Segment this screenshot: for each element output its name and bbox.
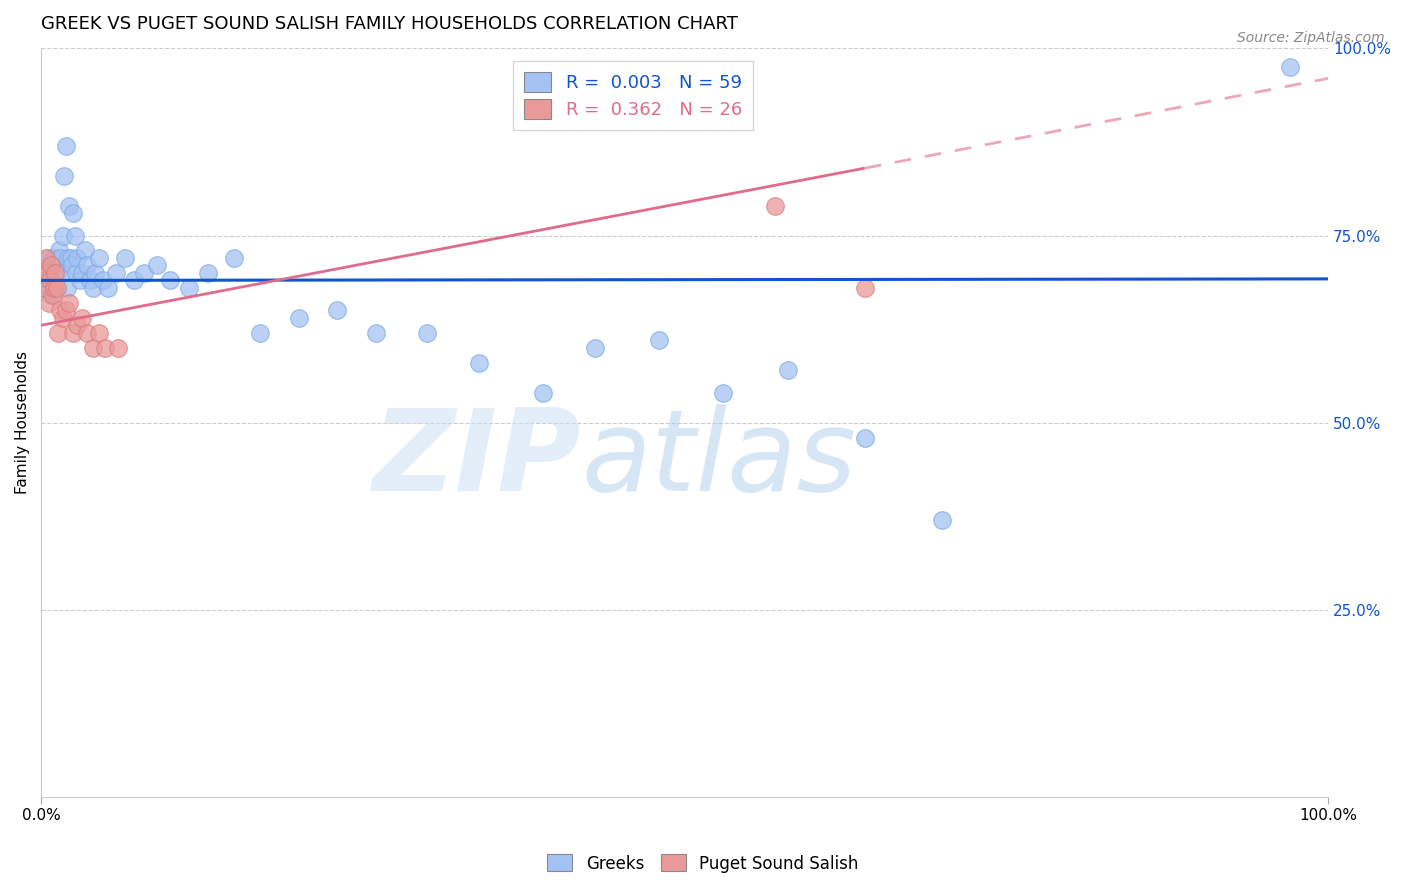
Point <box>364 326 387 340</box>
Point <box>66 251 89 265</box>
Point <box>41 273 63 287</box>
Y-axis label: Family Households: Family Households <box>15 351 30 494</box>
Point <box>37 251 59 265</box>
Point <box>76 259 98 273</box>
Point <box>65 266 87 280</box>
Point <box>56 251 79 265</box>
Point <box>45 266 67 280</box>
Point <box>72 266 94 280</box>
Point <box>79 273 101 287</box>
Point <box>39 273 62 287</box>
Point <box>55 303 77 318</box>
Point <box>37 266 59 280</box>
Point <box>38 281 60 295</box>
Point <box>82 281 104 295</box>
Point <box>197 266 219 280</box>
Point <box>179 281 201 295</box>
Point <box>34 281 56 295</box>
Legend: R =  0.003   N = 59, R =  0.362   N = 26: R = 0.003 N = 59, R = 0.362 N = 26 <box>513 62 754 130</box>
Point <box>49 303 72 318</box>
Point <box>41 288 63 302</box>
Point <box>48 244 70 258</box>
Point <box>72 310 94 325</box>
Text: GREEK VS PUGET SOUND SALISH FAMILY HOUSEHOLDS CORRELATION CHART: GREEK VS PUGET SOUND SALISH FAMILY HOUSE… <box>41 15 738 33</box>
Point <box>711 385 734 400</box>
Point <box>53 169 76 183</box>
Text: atlas: atlas <box>582 404 856 516</box>
Point <box>60 259 83 273</box>
Point <box>41 259 63 273</box>
Point <box>55 138 77 153</box>
Point <box>931 513 953 527</box>
Point <box>45 281 67 295</box>
Point <box>41 288 63 302</box>
Point <box>776 363 799 377</box>
Point <box>46 326 69 340</box>
Text: ZIP: ZIP <box>373 404 582 516</box>
Point <box>42 251 65 265</box>
Point <box>62 326 84 340</box>
Point <box>59 251 82 265</box>
Point <box>46 259 69 273</box>
Point <box>853 281 876 295</box>
Point <box>58 296 80 310</box>
Point <box>91 273 114 287</box>
Point <box>107 341 129 355</box>
Point <box>56 281 79 295</box>
Point <box>531 385 554 400</box>
Legend: Greeks, Puget Sound Salish: Greeks, Puget Sound Salish <box>541 847 865 880</box>
Point <box>249 326 271 340</box>
Point <box>73 244 96 258</box>
Text: Source: ZipAtlas.com: Source: ZipAtlas.com <box>1237 31 1385 45</box>
Point <box>84 266 107 280</box>
Point <box>42 281 65 295</box>
Point <box>52 228 75 243</box>
Point <box>76 326 98 340</box>
Point <box>82 341 104 355</box>
Point <box>648 333 671 347</box>
Point <box>467 356 489 370</box>
Point <box>49 251 72 265</box>
Point <box>853 430 876 444</box>
Point <box>583 341 606 355</box>
Point <box>326 303 349 318</box>
Point <box>416 326 439 340</box>
Point <box>39 259 62 273</box>
Point <box>34 266 56 280</box>
Point <box>52 310 75 325</box>
Point <box>94 341 117 355</box>
Point <box>44 281 66 295</box>
Point <box>87 251 110 265</box>
Point <box>122 273 145 287</box>
Point <box>104 266 127 280</box>
Point <box>38 296 60 310</box>
Point <box>51 266 73 280</box>
Point <box>132 266 155 280</box>
Point <box>44 266 66 280</box>
Point <box>66 318 89 333</box>
Point <box>87 326 110 340</box>
Point <box>224 251 246 265</box>
Point <box>159 273 181 287</box>
Point <box>287 310 309 325</box>
Point <box>58 198 80 212</box>
Point <box>146 259 169 273</box>
Point <box>1278 60 1301 74</box>
Point <box>114 251 136 265</box>
Point <box>63 228 86 243</box>
Point <box>763 198 786 212</box>
Point <box>62 206 84 220</box>
Point <box>37 273 59 287</box>
Point <box>97 281 120 295</box>
Point <box>32 266 55 280</box>
Point <box>69 273 91 287</box>
Point <box>35 251 58 265</box>
